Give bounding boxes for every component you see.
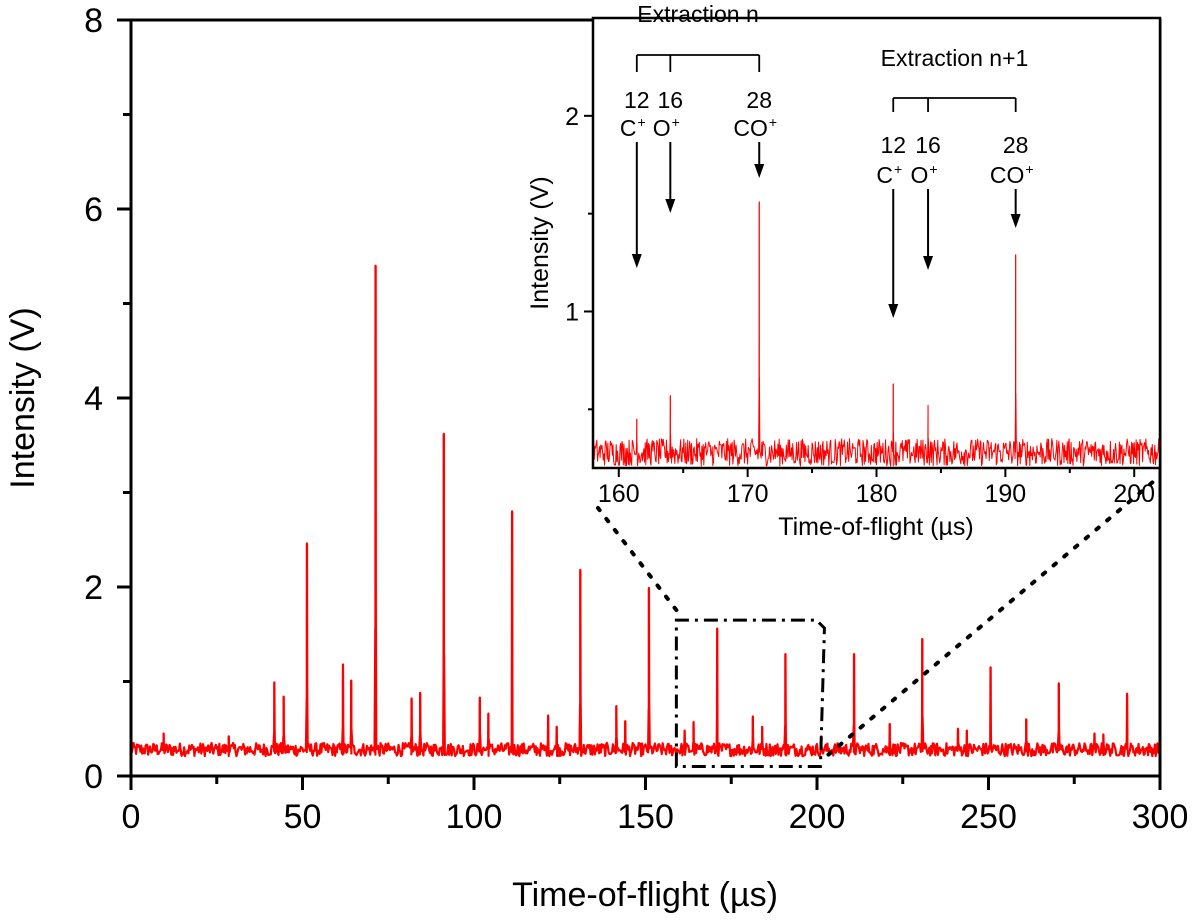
y-tick-label: 4 xyxy=(84,380,103,418)
x-tick-label: 0 xyxy=(122,798,141,836)
extraction-label: Extraction n xyxy=(637,1,758,27)
ion-mass-label: 28 xyxy=(746,87,772,113)
zoom-region-box xyxy=(674,618,826,769)
x-tick-label: 190 xyxy=(985,480,1027,508)
x-tick-label: 50 xyxy=(284,798,322,836)
main-y-axis-label: Intensity (V) xyxy=(4,307,42,488)
ion-mass-label: 16 xyxy=(915,132,941,158)
inset-x-axis: 160 170 180 190 200 xyxy=(598,468,1155,508)
x-tick-label: 200 xyxy=(1113,480,1155,508)
x-tick-label: 160 xyxy=(598,480,640,508)
x-tick-label: 180 xyxy=(856,480,898,508)
main-plot: 0 50 100 150 200 250 300 0 2 4 6 8 Time-of-flight … xyxy=(4,2,1188,914)
y-tick-label: 0 xyxy=(84,758,103,796)
zoom-box-outline xyxy=(674,618,826,769)
inset-signal-trace xyxy=(592,201,1160,467)
main-y-axis: 0 2 4 6 8 xyxy=(84,2,131,796)
main-x-axis-label: Time-of-flight (µs) xyxy=(512,876,778,914)
inset-x-axis-label: Time-of-flight (µs) xyxy=(778,513,973,541)
arrow-head-icon xyxy=(1010,214,1021,228)
inset-background xyxy=(593,18,1160,468)
arrow-head-icon xyxy=(631,254,642,268)
ion-mass-label: 12 xyxy=(880,132,906,158)
y-tick-label: 2 xyxy=(84,569,103,607)
inset-y-axis: 12 xyxy=(565,103,593,411)
main-x-axis: 0 50 100 150 200 250 300 xyxy=(122,776,1189,836)
x-tick-label: 100 xyxy=(446,798,503,836)
ion-mass-label: 16 xyxy=(658,87,684,113)
zoom-connector-left xyxy=(596,506,679,613)
x-tick-label: 300 xyxy=(1132,798,1189,836)
x-tick-label: 150 xyxy=(617,798,674,836)
y-tick-label: 1 xyxy=(565,298,579,326)
arrow-head-icon xyxy=(665,199,676,213)
inset-y-axis-label: Intensity (V) xyxy=(526,176,554,309)
x-tick-label: 200 xyxy=(789,798,846,836)
zoom-connector-right xyxy=(826,474,1162,757)
y-tick-label: 8 xyxy=(84,2,103,40)
x-tick-label: 170 xyxy=(727,480,769,508)
arrow-head-icon xyxy=(923,256,934,270)
main-signal-trace xyxy=(129,264,1162,758)
y-tick-label: 6 xyxy=(84,191,103,229)
ion-mass-label: 12 xyxy=(624,87,650,113)
y-tick-label: 2 xyxy=(565,103,579,131)
extraction-label: Extraction n+1 xyxy=(881,45,1029,71)
ion-mass-label: 28 xyxy=(1003,132,1029,158)
x-tick-label: 250 xyxy=(960,798,1017,836)
arrow-head-icon xyxy=(754,164,765,178)
signal-line xyxy=(592,201,1160,467)
arrow-head-icon xyxy=(888,304,899,318)
inset-plot: 160 170 180 190 200 12 Time-of-flight (µs) I… xyxy=(526,1,1162,541)
